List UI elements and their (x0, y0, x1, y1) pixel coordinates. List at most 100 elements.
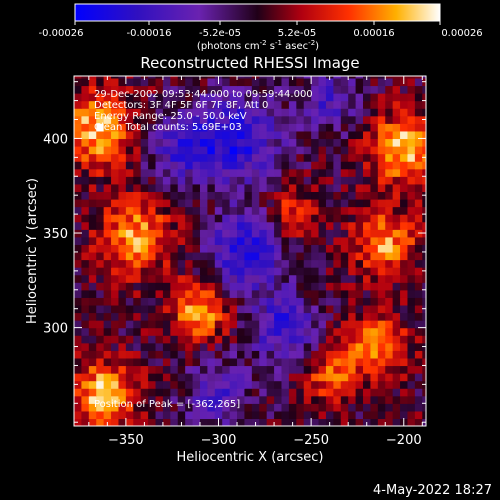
heatmap-cell (214, 244, 223, 253)
heatmap-cell (140, 380, 149, 389)
heatmap-cell (244, 335, 253, 344)
heatmap-cell (259, 335, 268, 344)
heatmap-cell (422, 388, 426, 397)
heatmap-cell (207, 289, 216, 298)
heatmap-cell (288, 388, 297, 397)
heatmap-cell (348, 229, 357, 238)
heatmap-cell (125, 403, 134, 412)
heatmap-cell (229, 335, 238, 344)
heatmap-cell (400, 198, 409, 208)
heatmap-cell (259, 236, 268, 245)
heatmap-cell (288, 138, 297, 147)
heatmap-cell (296, 168, 305, 177)
heatmap-cell (237, 93, 246, 102)
heatmap-cell (244, 251, 253, 261)
heatmap-cell (355, 365, 364, 374)
heatmap-cell (74, 395, 83, 404)
heatmap-cell (296, 108, 305, 117)
heatmap-cell (333, 161, 342, 170)
heatmap-cell (274, 418, 283, 426)
heatmap-cell (274, 251, 283, 261)
heatmap-cell (162, 388, 171, 397)
heatmap-cell (414, 138, 423, 147)
heatmap-cell (281, 206, 290, 215)
heatmap-cell (281, 168, 290, 177)
heatmap-cell (133, 198, 142, 208)
heatmap-cell (244, 365, 253, 374)
heatmap-cell (385, 267, 394, 276)
heatmap-cell (288, 267, 297, 276)
heatmap-cell (370, 403, 379, 412)
heatmap-cell (118, 320, 127, 329)
heatmap-cell (407, 274, 416, 283)
heatmap-cell (103, 183, 112, 193)
heatmap-cell (155, 373, 164, 382)
heatmap-cell (392, 100, 401, 109)
heatmap-cell (155, 365, 164, 374)
heatmap-cell (385, 76, 394, 79)
plot-frame (73, 75, 427, 427)
heatmap-cell (259, 267, 268, 276)
heatmap-cell (229, 357, 238, 367)
heatmap-cell (192, 76, 201, 79)
heatmap-cell (103, 198, 112, 208)
heatmap-cell (111, 403, 120, 412)
heatmap-cell (111, 206, 120, 215)
heatmap-cell (340, 395, 349, 404)
heatmap-cell (237, 236, 246, 245)
heatmap-cell (251, 267, 260, 276)
heatmap-cell (414, 297, 423, 306)
heatmap-cell (333, 183, 342, 193)
heatmap-cell (207, 304, 216, 314)
heatmap-cell (140, 282, 149, 291)
heatmap-cell (244, 388, 253, 397)
heatmap-cell (199, 335, 208, 344)
heatmap-cell (74, 244, 83, 253)
heatmap-cell (222, 85, 231, 94)
heatmap-cell (325, 267, 334, 276)
heatmap-cell (74, 153, 83, 162)
heatmap-cell (311, 297, 320, 306)
heatmap-cell (370, 297, 379, 306)
heatmap-cell (222, 115, 231, 124)
heatmap-cell (214, 304, 223, 314)
heatmap-cell (311, 138, 320, 147)
heatmap-cell (162, 297, 171, 306)
heatmap-cell (81, 85, 90, 94)
heatmap-cell (355, 403, 364, 412)
heatmap-cell (229, 206, 238, 215)
heatmap-cell (288, 365, 297, 374)
heatmap-cell (111, 388, 120, 397)
heatmap-cell (340, 198, 349, 208)
heatmap-cell (370, 100, 379, 109)
heatmap-cell (74, 198, 83, 208)
heatmap-cell (214, 168, 223, 177)
heatmap-cell (340, 100, 349, 109)
heatmap-cell (340, 418, 349, 426)
heatmap-cell (303, 214, 312, 223)
heatmap-cell (88, 297, 97, 306)
heatmap-cell (155, 191, 164, 200)
heatmap-cell (199, 274, 208, 283)
heatmap-cell (88, 388, 97, 397)
heatmap-cell (185, 418, 194, 426)
heatmap-cell (340, 297, 349, 306)
heatmap-cell (88, 327, 97, 336)
heatmap-cell (103, 214, 112, 223)
heatmap-cell (422, 365, 426, 374)
heatmap-cell (251, 161, 260, 170)
heatmap-cell (303, 76, 312, 79)
heatmap-cell (340, 229, 349, 238)
heatmap-cell (385, 297, 394, 306)
heatmap-cell (96, 123, 105, 132)
heatmap-cell (348, 176, 357, 185)
heatmap-cell (111, 373, 120, 382)
heatmap-cell (318, 403, 327, 412)
heatmap-cell (266, 206, 275, 215)
heatmap-cell (125, 214, 134, 223)
heatmap-cell (414, 100, 423, 109)
heatmap-cell (170, 282, 179, 291)
heatmap-cell (333, 138, 342, 147)
heatmap-cell (422, 259, 426, 268)
heatmap-cell (363, 380, 372, 389)
